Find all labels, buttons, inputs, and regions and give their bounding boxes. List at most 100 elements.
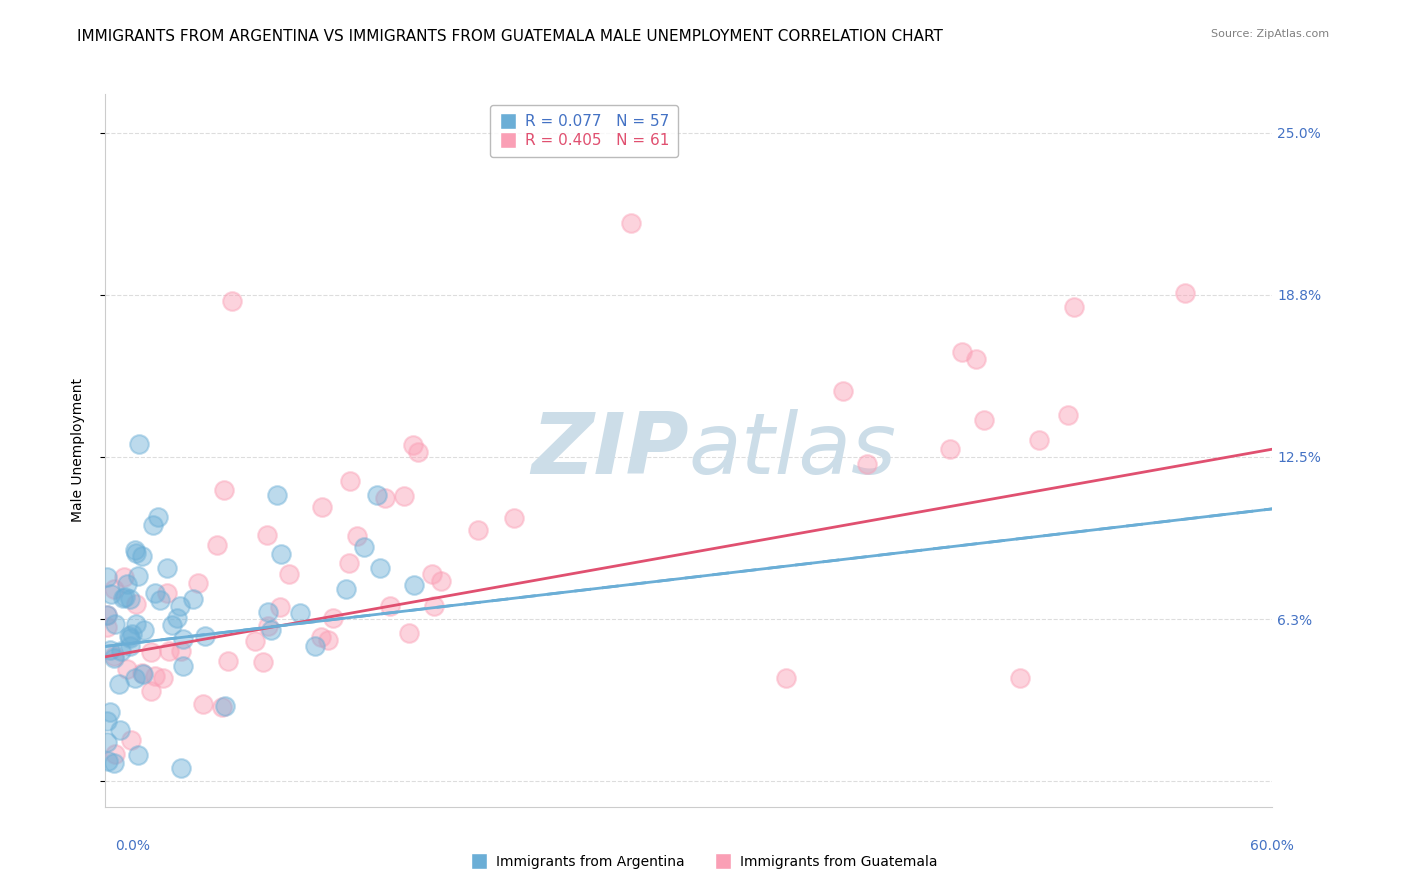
- Point: [149, 593, 172, 607]
- Point: [368, 560, 391, 574]
- Text: IMMIGRANTS FROM ARGENTINA VS IMMIGRANTS FROM GUATEMALA MALE UNEMPLOYMENT CORRELA: IMMIGRANTS FROM ARGENTINA VS IMMIGRANTS …: [77, 29, 943, 44]
- Point: [211, 700, 233, 714]
- Point: [124, 671, 146, 685]
- Point: [96, 735, 118, 749]
- Point: [96, 714, 118, 728]
- Point: [277, 566, 299, 581]
- Point: [131, 665, 153, 680]
- Point: [318, 632, 340, 647]
- Point: [378, 599, 401, 613]
- Point: [402, 578, 425, 592]
- Point: [374, 491, 396, 506]
- Point: [172, 659, 194, 673]
- Point: [96, 619, 118, 633]
- Point: [1008, 671, 1031, 685]
- Point: [100, 587, 122, 601]
- Point: [422, 566, 444, 581]
- Point: [156, 586, 179, 600]
- Point: [112, 569, 135, 583]
- Point: [214, 699, 236, 714]
- Point: [103, 582, 125, 597]
- Point: [1057, 408, 1080, 422]
- Point: [256, 619, 278, 633]
- Point: [217, 654, 239, 668]
- Point: [322, 611, 344, 625]
- Text: atlas: atlas: [689, 409, 897, 492]
- Point: [111, 591, 134, 606]
- Point: [346, 529, 368, 543]
- Point: [146, 510, 169, 524]
- Point: [1063, 300, 1085, 314]
- Point: [832, 384, 855, 398]
- Point: [950, 344, 973, 359]
- Point: [121, 732, 143, 747]
- Point: [187, 576, 209, 591]
- Point: [125, 546, 148, 560]
- Point: [269, 600, 291, 615]
- Point: [430, 574, 453, 589]
- Point: [855, 458, 877, 472]
- Point: [366, 488, 388, 502]
- Point: [103, 756, 125, 770]
- Point: [398, 626, 420, 640]
- Point: [973, 413, 995, 427]
- Point: [304, 640, 326, 654]
- Point: [212, 483, 235, 498]
- Point: [266, 488, 288, 502]
- Point: [120, 591, 142, 606]
- Point: [170, 761, 193, 775]
- Point: [392, 489, 415, 503]
- Point: [166, 610, 188, 624]
- Point: [257, 605, 280, 619]
- Point: [120, 631, 142, 645]
- Point: [127, 748, 149, 763]
- Point: [120, 639, 142, 653]
- Point: [965, 351, 987, 366]
- Point: [127, 569, 149, 583]
- Point: [467, 523, 489, 537]
- Text: 0.0%: 0.0%: [115, 838, 150, 853]
- Point: [125, 597, 148, 611]
- Point: [103, 650, 125, 665]
- Point: [938, 442, 960, 457]
- Point: [181, 592, 204, 607]
- Point: [194, 629, 217, 643]
- Point: [172, 632, 194, 646]
- Point: [311, 500, 333, 514]
- Point: [108, 723, 131, 738]
- Legend: Immigrants from Argentina, Immigrants from Guatemala: Immigrants from Argentina, Immigrants fr…: [463, 849, 943, 874]
- Point: [125, 616, 148, 631]
- Point: [169, 599, 191, 613]
- Point: [252, 655, 274, 669]
- Point: [156, 561, 179, 575]
- Point: [141, 683, 163, 698]
- Point: [221, 294, 243, 309]
- Point: [191, 697, 214, 711]
- Y-axis label: Male Unemployment: Male Unemployment: [70, 378, 84, 523]
- Point: [339, 474, 361, 488]
- Point: [1028, 433, 1050, 447]
- Point: [103, 648, 125, 663]
- Point: [309, 630, 332, 644]
- Point: [108, 677, 131, 691]
- Point: [128, 437, 150, 451]
- Point: [256, 528, 278, 542]
- Point: [98, 643, 121, 657]
- Point: [160, 618, 183, 632]
- Point: [124, 542, 146, 557]
- Point: [152, 671, 174, 685]
- Point: [775, 671, 797, 685]
- Point: [353, 540, 375, 554]
- Point: [98, 705, 121, 719]
- Point: [270, 547, 292, 561]
- Point: [118, 629, 141, 643]
- Point: [97, 754, 120, 768]
- Point: [143, 669, 166, 683]
- Point: [157, 643, 180, 657]
- Point: [141, 645, 163, 659]
- Point: [131, 549, 153, 563]
- Point: [259, 624, 281, 638]
- Point: [205, 538, 228, 552]
- Point: [422, 599, 444, 614]
- Point: [121, 627, 143, 641]
